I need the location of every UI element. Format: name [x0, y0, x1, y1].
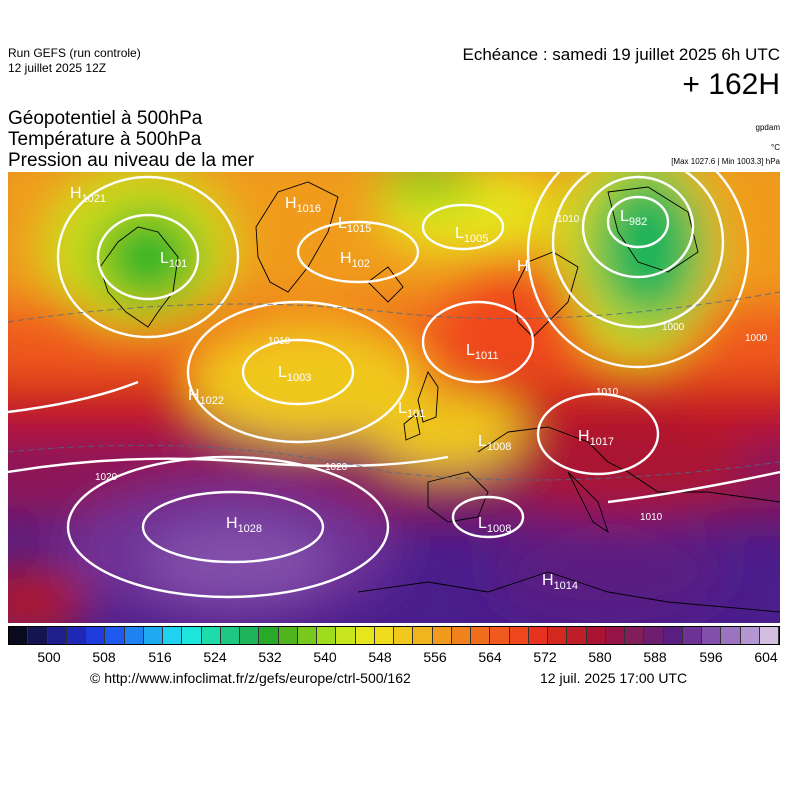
- scale-tick: 524: [203, 649, 227, 665]
- isobar-label: 1010: [557, 214, 580, 225]
- color-scale-bar: [8, 626, 780, 645]
- scale-swatch: [721, 627, 741, 644]
- scale-swatch: [740, 627, 760, 644]
- scale-swatch: [374, 627, 394, 644]
- scale-swatch: [663, 627, 683, 644]
- variable-geopotential: Géopotentiel à 500hPa: [8, 108, 203, 129]
- scale-tick: 596: [699, 649, 723, 665]
- run-info: Run GEFS (run controle) 12 juillet 2025 …: [8, 46, 141, 76]
- scale-swatch: [528, 627, 548, 644]
- scale-swatch: [451, 627, 471, 644]
- scale-tick: 564: [478, 649, 502, 665]
- scale-swatch: [490, 627, 510, 644]
- scale-swatch: [163, 627, 183, 644]
- scale-swatch: [355, 627, 375, 644]
- isobar-label: 1020: [95, 472, 118, 483]
- scale-tick: 508: [92, 649, 116, 665]
- pressure-center: L982: [620, 208, 648, 229]
- scale-swatch: [586, 627, 606, 644]
- pressure-center: H1017: [578, 428, 615, 449]
- scale-tick: 540: [313, 649, 337, 665]
- scale-swatch: [28, 627, 48, 644]
- scale-swatch: [567, 627, 587, 644]
- scale-tick: 500: [37, 649, 61, 665]
- isobar-label: 1020: [325, 462, 348, 473]
- pressure-center: H1016: [285, 195, 322, 216]
- isobar-label: 1010: [268, 336, 291, 347]
- scale-swatch: [278, 627, 298, 644]
- unit-gpdam: gpdam: [755, 123, 780, 132]
- scale-swatch: [47, 627, 67, 644]
- pressure-center: H1022: [188, 387, 225, 408]
- scale-swatch: [220, 627, 240, 644]
- scale-swatch: [317, 627, 337, 644]
- forecast-hour: + 162H: [682, 68, 780, 101]
- scale-tick: 588: [643, 649, 667, 665]
- pressure-center: H1021: [70, 185, 107, 206]
- scale-swatch: [605, 627, 625, 644]
- source-url: © http://www.infoclimat.fr/z/gefs/europe…: [90, 670, 411, 686]
- scale-swatch: [105, 627, 125, 644]
- variable-slp: Pression au niveau de la mer: [8, 150, 255, 171]
- variable-temperature: Température à 500hPa: [8, 129, 202, 150]
- scale-swatch: [297, 627, 317, 644]
- scale-swatch: [66, 627, 86, 644]
- scale-swatch: [625, 627, 645, 644]
- pressure-center: H: [517, 258, 529, 275]
- scale-tick: 532: [258, 649, 282, 665]
- scale-swatch: [548, 627, 568, 644]
- unit-celsius: °C: [771, 143, 780, 152]
- scale-swatch: [201, 627, 221, 644]
- run-name: Run GEFS (run controle): [8, 46, 141, 60]
- scale-tick: 572: [533, 649, 557, 665]
- pressure-center: L1008: [478, 515, 512, 536]
- run-date: 12 juillet 2025 12Z: [8, 61, 107, 75]
- scale-tick: 556: [423, 649, 447, 665]
- scale-swatch: [143, 627, 163, 644]
- pressure-center: H102: [340, 250, 370, 271]
- scale-swatch: [86, 627, 106, 644]
- pressure-center: L101: [398, 400, 426, 421]
- scale-swatch: [394, 627, 414, 644]
- scale-tick: 548: [368, 649, 392, 665]
- scale-swatch: [336, 627, 356, 644]
- scale-swatch: [702, 627, 722, 644]
- pressure-center: L1011: [466, 342, 499, 363]
- scale-swatch: [9, 627, 29, 644]
- unit-pressure-range: [Max 1027.6 | Min 1003.3] hPa: [671, 157, 780, 166]
- scale-swatch: [682, 627, 702, 644]
- generated-time: 12 juil. 2025 17:00 UTC: [540, 670, 688, 686]
- scale-swatch: [759, 627, 779, 644]
- scale-swatch: [432, 627, 452, 644]
- isobar-label: 1000: [745, 333, 768, 344]
- scale-swatch: [413, 627, 433, 644]
- isobar-label: 1010: [640, 512, 663, 523]
- scale-swatch: [471, 627, 491, 644]
- pressure-center: L101: [160, 250, 188, 271]
- pressure-center: L1003: [278, 364, 312, 385]
- scale-swatch: [124, 627, 144, 644]
- isobar-label: 1000: [662, 322, 685, 333]
- pressure-center: L1008: [478, 433, 512, 454]
- scale-swatch: [182, 627, 202, 644]
- scale-tick: 580: [588, 649, 612, 665]
- scale-swatch: [644, 627, 664, 644]
- pressure-center: L1015: [338, 215, 372, 236]
- weather-map: [8, 172, 780, 623]
- scale-swatch: [240, 627, 260, 644]
- scale-swatch: [259, 627, 279, 644]
- pressure-center: H1014: [542, 572, 579, 593]
- forecast-valid-time: Echéance : samedi 19 juillet 2025 6h UTC: [462, 45, 780, 64]
- scale-tick: 604: [754, 649, 778, 665]
- pressure-center: H1028: [226, 515, 263, 536]
- pressure-center: L1005: [455, 225, 489, 246]
- scale-tick: 516: [148, 649, 172, 665]
- scale-swatch: [509, 627, 529, 644]
- isobar-label: 1010: [596, 387, 619, 398]
